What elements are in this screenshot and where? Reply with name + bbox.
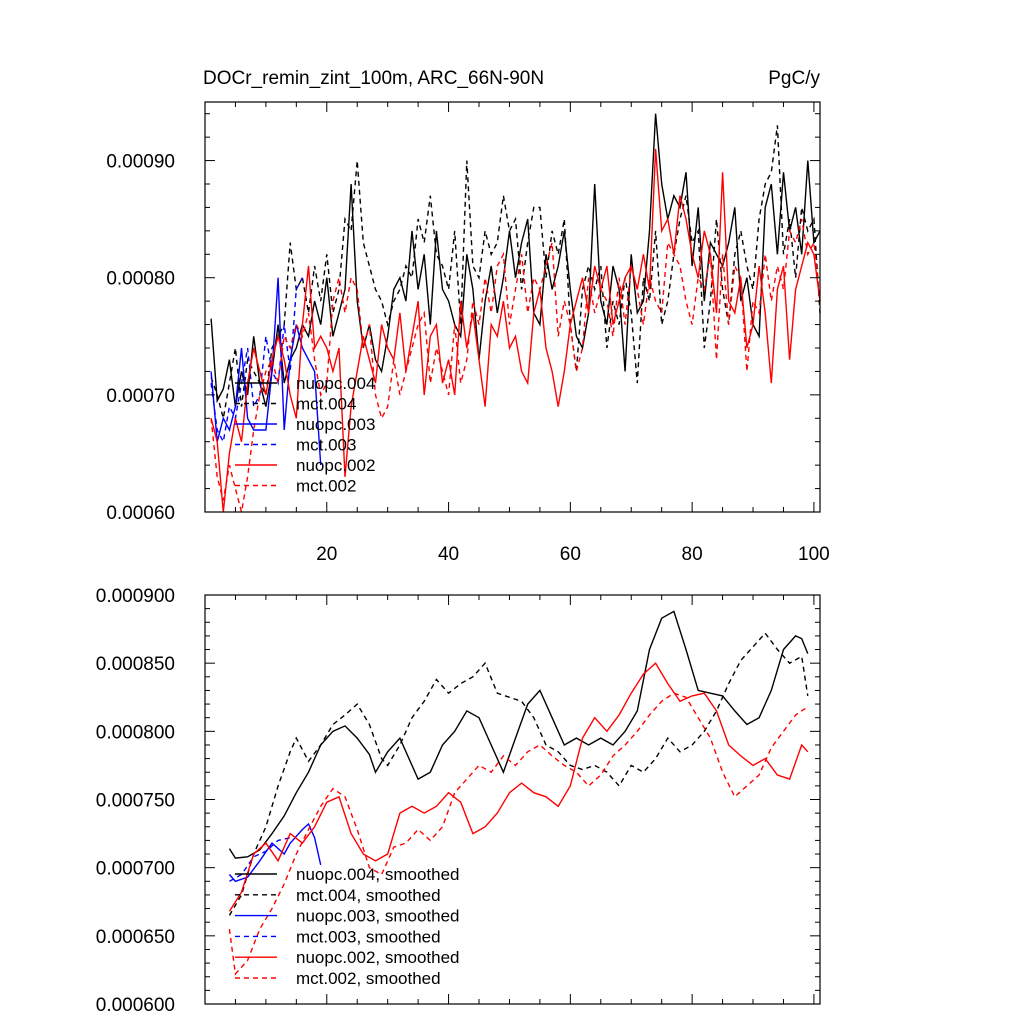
y-tick-label: 0.000900 [96, 586, 175, 607]
bottom-series-line-mct-002-smoothed [228, 692, 809, 976]
y-tick-label: 0.000700 [96, 859, 175, 880]
chart-title: DOCr_remin_zint_100m, ARC_66N-90N [203, 68, 544, 89]
y-tick-label: 0.000800 [96, 722, 175, 743]
legend-label: nuopc.004 [296, 374, 375, 393]
x-tick-label: 20 [316, 544, 337, 565]
y-tick-label: 0.00070 [106, 386, 175, 407]
legend-label: nuopc.004, smoothed [296, 865, 460, 884]
legend-label: nuopc.002 [296, 456, 375, 475]
legend-label: mct.002 [296, 477, 356, 496]
y-tick-label: 0.000650 [96, 927, 175, 948]
top-series-line-nuopc-002 [210, 148, 821, 513]
bottom-series-line-mct-004-smoothed [228, 632, 809, 916]
top-series-line-mct-004 [210, 125, 821, 419]
legend-label: mct.004 [296, 395, 356, 414]
y-tick-label: 0.00090 [106, 152, 175, 173]
y-tick-label: 0.000750 [96, 791, 175, 812]
units-label: PgC/y [768, 68, 820, 89]
legend-label: nuopc.003, smoothed [296, 907, 460, 926]
x-tick-label: 80 [682, 544, 703, 565]
bottom-plot-frame [204, 594, 821, 1005]
y-tick-label: 0.00060 [106, 503, 175, 524]
bottom-series-line-mct-003-smoothed [229, 837, 291, 882]
x-tick-label: 100 [798, 544, 830, 565]
top-series-line-mct-003 [210, 277, 304, 444]
legend-label: mct.003 [296, 436, 356, 455]
top-plot-frame [204, 101, 821, 513]
top-series-line-mct-002 [210, 218, 821, 513]
bottom-series-line-nuopc-002-smoothed [228, 662, 809, 912]
legend-label: mct.002, smoothed [296, 969, 441, 988]
x-tick-label: 40 [438, 544, 459, 565]
bottom-series-line-nuopc-004-smoothed [228, 610, 809, 859]
y-tick-label: 0.00080 [106, 269, 175, 290]
x-tick-label: 60 [560, 544, 581, 565]
legend-label: nuopc.002, smoothed [296, 948, 460, 967]
bottom-panel: 0.000600 0.000650 0.000700 0.000750 0.000800… [96, 586, 821, 1016]
bottom-series-line-nuopc-003-smoothed [228, 822, 322, 883]
legend-label: mct.004, smoothed [296, 886, 441, 905]
top-panel: DOCr_remin_zint_100m, ARC_66N-90N PgC/y … [106, 68, 829, 565]
legend-label: nuopc.003 [296, 415, 375, 434]
y-tick-label: 0.000600 [96, 995, 175, 1016]
y-tick-label: 0.000850 [96, 654, 175, 675]
top-series-line-nuopc-003 [210, 277, 322, 466]
legend-label: mct.003, smoothed [296, 927, 441, 946]
